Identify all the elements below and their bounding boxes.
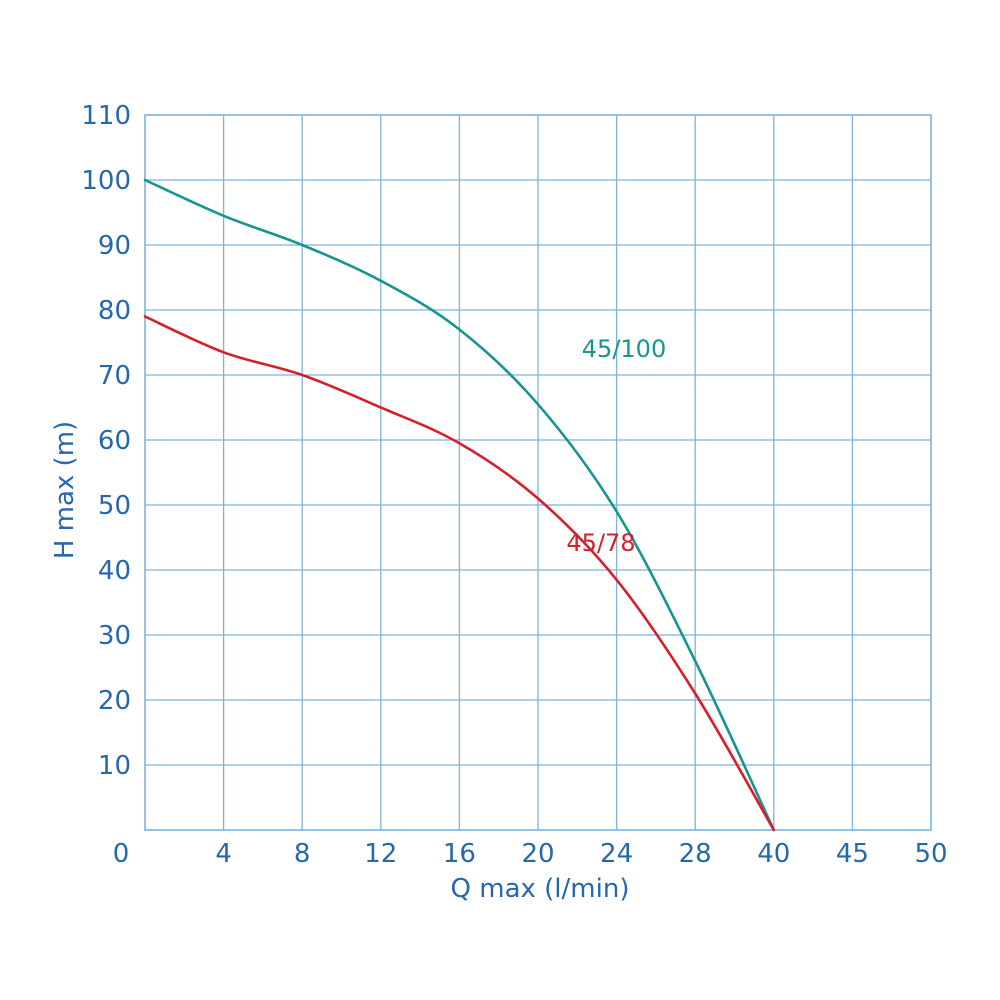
x-tick-label: 20 (521, 839, 554, 869)
y-axis-label: H max (m) (50, 421, 80, 559)
y-tick-label: 30 (98, 621, 131, 651)
x-tick-label: 45 (836, 839, 869, 869)
y-tick-label: 70 (98, 361, 131, 391)
y-tick-label: 40 (98, 556, 131, 586)
y-tick-label: 50 (98, 491, 131, 521)
x-tick-label: 0 (113, 839, 130, 869)
x-tick-label: 24 (600, 839, 633, 869)
x-tick-label: 40 (757, 839, 790, 869)
x-tick-label: 16 (443, 839, 476, 869)
y-tick-label: 90 (98, 231, 131, 261)
y-tick-label: 80 (98, 296, 131, 326)
x-tick-label: 12 (364, 839, 397, 869)
x-tick-label: 8 (294, 839, 311, 869)
series-line-45-78 (143, 315, 776, 832)
x-tick-label: 50 (914, 839, 947, 869)
y-axis-ticks: 10 20 30 40 50 60 70 80 90 100 110 (81, 101, 131, 781)
series-label-45-78: 45/78 (566, 529, 635, 557)
series-label-45-100: 45/100 (582, 335, 666, 363)
series-line-45-100 (143, 178, 776, 832)
grid (145, 115, 931, 830)
series-group: 45/100 45/78 (143, 178, 776, 832)
y-tick-label: 60 (98, 426, 131, 456)
x-axis-ticks: 0 4 8 12 16 20 24 28 40 45 50 (113, 839, 948, 869)
x-tick-label: 28 (679, 839, 712, 869)
plot-frame (144, 114, 932, 831)
y-tick-label: 20 (98, 686, 131, 716)
y-tick-label: 10 (98, 751, 131, 781)
x-tick-label: 4 (215, 839, 232, 869)
x-axis-label: Q max (l/min) (451, 874, 630, 904)
y-tick-label: 100 (81, 166, 131, 196)
y-tick-label: 110 (81, 101, 131, 131)
